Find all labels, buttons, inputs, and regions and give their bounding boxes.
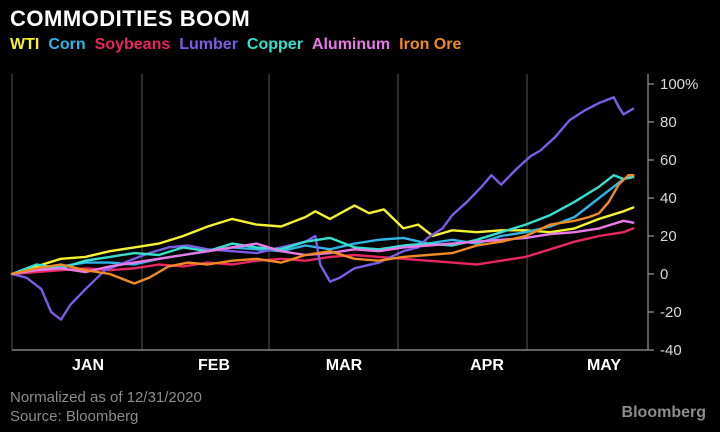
bloomberg-logo: Bloomberg	[621, 404, 706, 421]
x-tick-label: JAN	[72, 357, 104, 374]
footnote-normalized: Normalized as of 12/31/2020	[10, 389, 202, 406]
legend-corn: Corn	[48, 36, 86, 53]
series-line-lumber	[10, 96, 635, 321]
y-tick-label: -20	[660, 304, 682, 321]
legend-lumber: Lumber	[179, 36, 238, 53]
legend-wti: WTI	[10, 36, 40, 53]
series-line-soybeans	[10, 227, 635, 276]
footnote: Normalized as of 12/31/2020 Source: Bloo…	[10, 388, 202, 426]
y-tick-label: 80	[660, 114, 677, 131]
legend: WTI Corn Soybeans Lumber Copper Aluminum…	[10, 36, 461, 54]
y-tick-label: 20	[660, 228, 677, 245]
y-tick-label: 40	[660, 190, 677, 207]
y-tick-label: 100%	[660, 76, 698, 93]
y-tick-label: 60	[660, 152, 677, 169]
chart-title: COMMODITIES BOOM	[10, 6, 251, 31]
y-tick-label: -40	[660, 342, 682, 359]
x-tick-label: FEB	[198, 357, 230, 374]
legend-aluminum: Aluminum	[311, 36, 391, 53]
series-line-iron-ore	[10, 173, 635, 285]
x-tick-label: MAR	[326, 357, 363, 374]
legend-iron-ore: Iron Ore	[399, 36, 462, 53]
x-tick-label: APR	[470, 357, 504, 374]
footnote-source: Source: Bloomberg	[10, 408, 139, 425]
legend-soybeans: Soybeans	[94, 36, 171, 53]
series-line-aluminum	[10, 219, 635, 276]
legend-copper: Copper	[246, 36, 303, 53]
series-line-copper	[10, 173, 635, 276]
y-tick-label: 0	[660, 266, 668, 283]
x-tick-label: MAY	[587, 357, 621, 374]
